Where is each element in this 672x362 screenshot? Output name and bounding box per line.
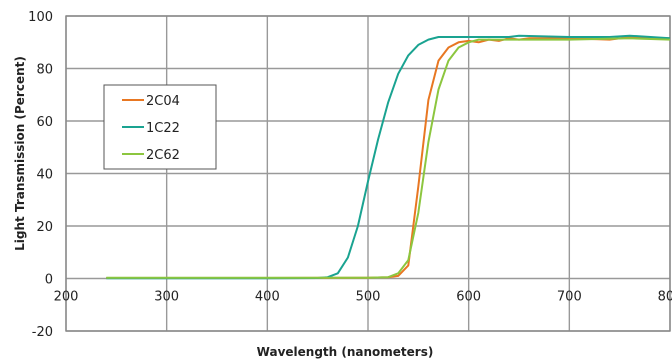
y-tick-label: 40 bbox=[36, 168, 53, 183]
y-tick-label: 80 bbox=[36, 63, 53, 78]
y-tick-label: 100 bbox=[28, 10, 53, 25]
x-axis-title: Wavelength (nanometers) bbox=[257, 345, 434, 359]
y-tick-labels: -20 0 20 40 60 80 100 bbox=[28, 10, 53, 340]
x-tick-label: 400 bbox=[255, 290, 280, 305]
plot-border bbox=[65, 15, 671, 332]
y-tick-label: -20 bbox=[32, 325, 53, 340]
x-tick-label: 500 bbox=[356, 290, 381, 305]
plot-frame bbox=[65, 15, 671, 332]
y-tick-label: 20 bbox=[36, 220, 53, 235]
x-tick-label: 800 bbox=[658, 290, 672, 305]
x-tick-label: 600 bbox=[456, 290, 481, 305]
legend-label-2c04: 2C04 bbox=[146, 94, 180, 109]
y-tick-label: 60 bbox=[36, 115, 53, 130]
series-line-2c62 bbox=[106, 37, 671, 279]
x-tick-label: 700 bbox=[557, 290, 582, 305]
x-tick-labels: 200 300 400 500 600 700 800 bbox=[54, 290, 672, 305]
x-tick-label: 300 bbox=[154, 290, 179, 305]
x-tick-label: 200 bbox=[54, 290, 79, 305]
series-lines bbox=[106, 34, 671, 280]
legend: 2C04 1C22 2C62 bbox=[103, 84, 217, 170]
y-tick-label: 0 bbox=[45, 273, 53, 288]
legend-label-2c62: 2C62 bbox=[146, 148, 180, 163]
legend-label-1c22: 1C22 bbox=[146, 121, 180, 136]
y-axis-title: Light Transmission (Percent) bbox=[13, 56, 27, 251]
